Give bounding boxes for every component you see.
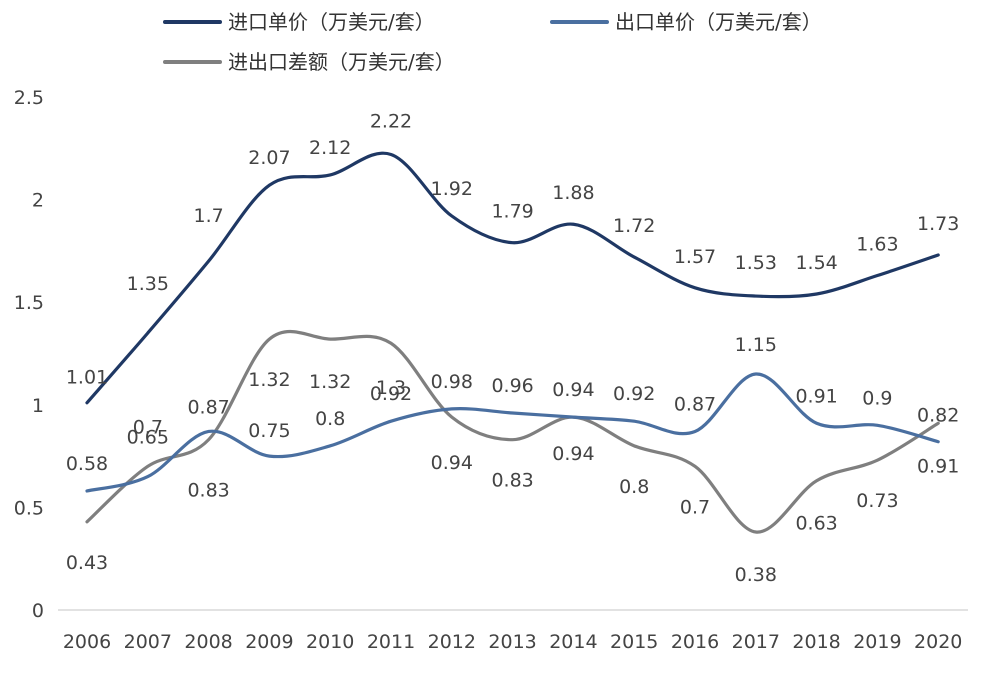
data-label-export: 0.65: [127, 427, 169, 449]
legend-label-export: 出口单价（万美元/套）: [615, 10, 822, 34]
x-tick-label: 2010: [306, 631, 354, 653]
data-label-balance: 0.43: [66, 552, 108, 574]
x-tick-label: 2012: [428, 631, 476, 653]
data-label-import: 1.54: [795, 252, 837, 274]
data-label-balance: 0.73: [856, 490, 898, 512]
data-label-balance: 0.94: [552, 443, 594, 465]
series-lines: [85, 151, 940, 534]
data-label-export: 0.91: [795, 385, 837, 407]
data-label-export: 0.9: [862, 387, 892, 409]
data-label-import: 1.35: [127, 273, 169, 295]
data-label-import: 1.01: [66, 367, 108, 389]
x-tick-label: 2018: [792, 631, 840, 653]
data-label-import: 1.53: [735, 252, 777, 274]
data-labels: 1.01 1.35 1.7 2.07 2.12 2.22 1.92 1.79 1.88 1.72 1…: [66, 110, 960, 586]
data-label-export: 0.87: [674, 393, 716, 415]
data-label-balance: 0.63: [795, 513, 837, 535]
y-tick-label: 0: [32, 600, 44, 622]
data-label-balance: 0.91: [917, 455, 959, 477]
data-label-balance: 1.32: [309, 371, 351, 393]
series-line-export: [85, 372, 940, 493]
x-tick-label: 2014: [549, 631, 597, 653]
series-line-balance: [85, 329, 940, 534]
data-label-balance: 0.38: [735, 564, 777, 586]
data-label-balance: 1.3: [376, 377, 406, 399]
data-label-import: 2.22: [370, 110, 412, 132]
data-label-import: 1.63: [856, 234, 898, 256]
data-label-balance: 0.7: [133, 416, 163, 438]
data-label-export: 0.98: [431, 371, 473, 393]
data-label-export: 0.58: [66, 453, 108, 475]
data-label-balance: 1.32: [248, 369, 290, 391]
x-tick-label: 2006: [63, 631, 111, 653]
data-label-balance: 0.7: [680, 496, 710, 518]
y-tick-label: 2.5: [14, 87, 44, 109]
data-label-import: 1.7: [193, 205, 223, 227]
data-label-export: 0.92: [613, 383, 655, 405]
data-label-import: 1.92: [431, 178, 473, 200]
y-tick-label: 2: [32, 190, 44, 212]
x-tick-label: 2020: [914, 631, 962, 653]
legend-label-import: 进口单价（万美元/套）: [228, 10, 435, 34]
data-label-balance: 0.8: [619, 476, 649, 498]
y-tick-label: 1: [32, 395, 44, 417]
data-label-export: 0.82: [917, 405, 959, 427]
data-label-import: 2.12: [309, 137, 351, 159]
data-label-import: 1.79: [491, 201, 533, 223]
x-axis: 2006 2007 2008 2009 2010 2011 2012 2013 2014 2015…: [63, 631, 963, 653]
data-label-export: 0.8: [315, 408, 345, 430]
x-tick-label: 2016: [671, 631, 719, 653]
x-tick-label: 2007: [124, 631, 172, 653]
data-label-balance: 0.83: [491, 470, 533, 492]
data-label-import: 1.88: [552, 182, 594, 204]
data-label-import: 1.73: [917, 213, 959, 235]
data-label-import: 1.57: [674, 246, 716, 268]
x-tick-label: 2013: [488, 631, 536, 653]
x-tick-label: 2015: [610, 631, 658, 653]
data-label-export: 0.87: [187, 396, 229, 418]
y-tick-label: 1.5: [14, 292, 44, 314]
data-label-balance: 0.94: [431, 452, 473, 474]
legend-label-balance: 进出口差额（万美元/套）: [228, 50, 455, 74]
y-tick-label: 0.5: [14, 497, 44, 519]
data-label-export: 0.92: [370, 383, 412, 405]
data-label-export: 0.96: [491, 375, 533, 397]
x-tick-label: 2019: [853, 631, 901, 653]
legend: 进口单价（万美元/套） 出口单价（万美元/套） 进出口差额（万美元/套）: [163, 10, 822, 74]
x-tick-label: 2011: [367, 631, 415, 653]
x-tick-label: 2008: [184, 631, 232, 653]
x-tick-label: 2017: [732, 631, 780, 653]
data-label-export: 0.94: [552, 379, 594, 401]
series-line-import: [85, 151, 940, 405]
y-axis: 0 0.5 1 1.5 2 2.5: [14, 87, 44, 622]
data-label-import: 1.72: [613, 215, 655, 237]
data-label-balance: 0.83: [187, 480, 229, 502]
x-tick-label: 2009: [245, 631, 293, 653]
data-label-export: 0.75: [248, 420, 290, 442]
data-label-import: 2.07: [248, 147, 290, 169]
data-label-export: 1.15: [735, 334, 777, 356]
